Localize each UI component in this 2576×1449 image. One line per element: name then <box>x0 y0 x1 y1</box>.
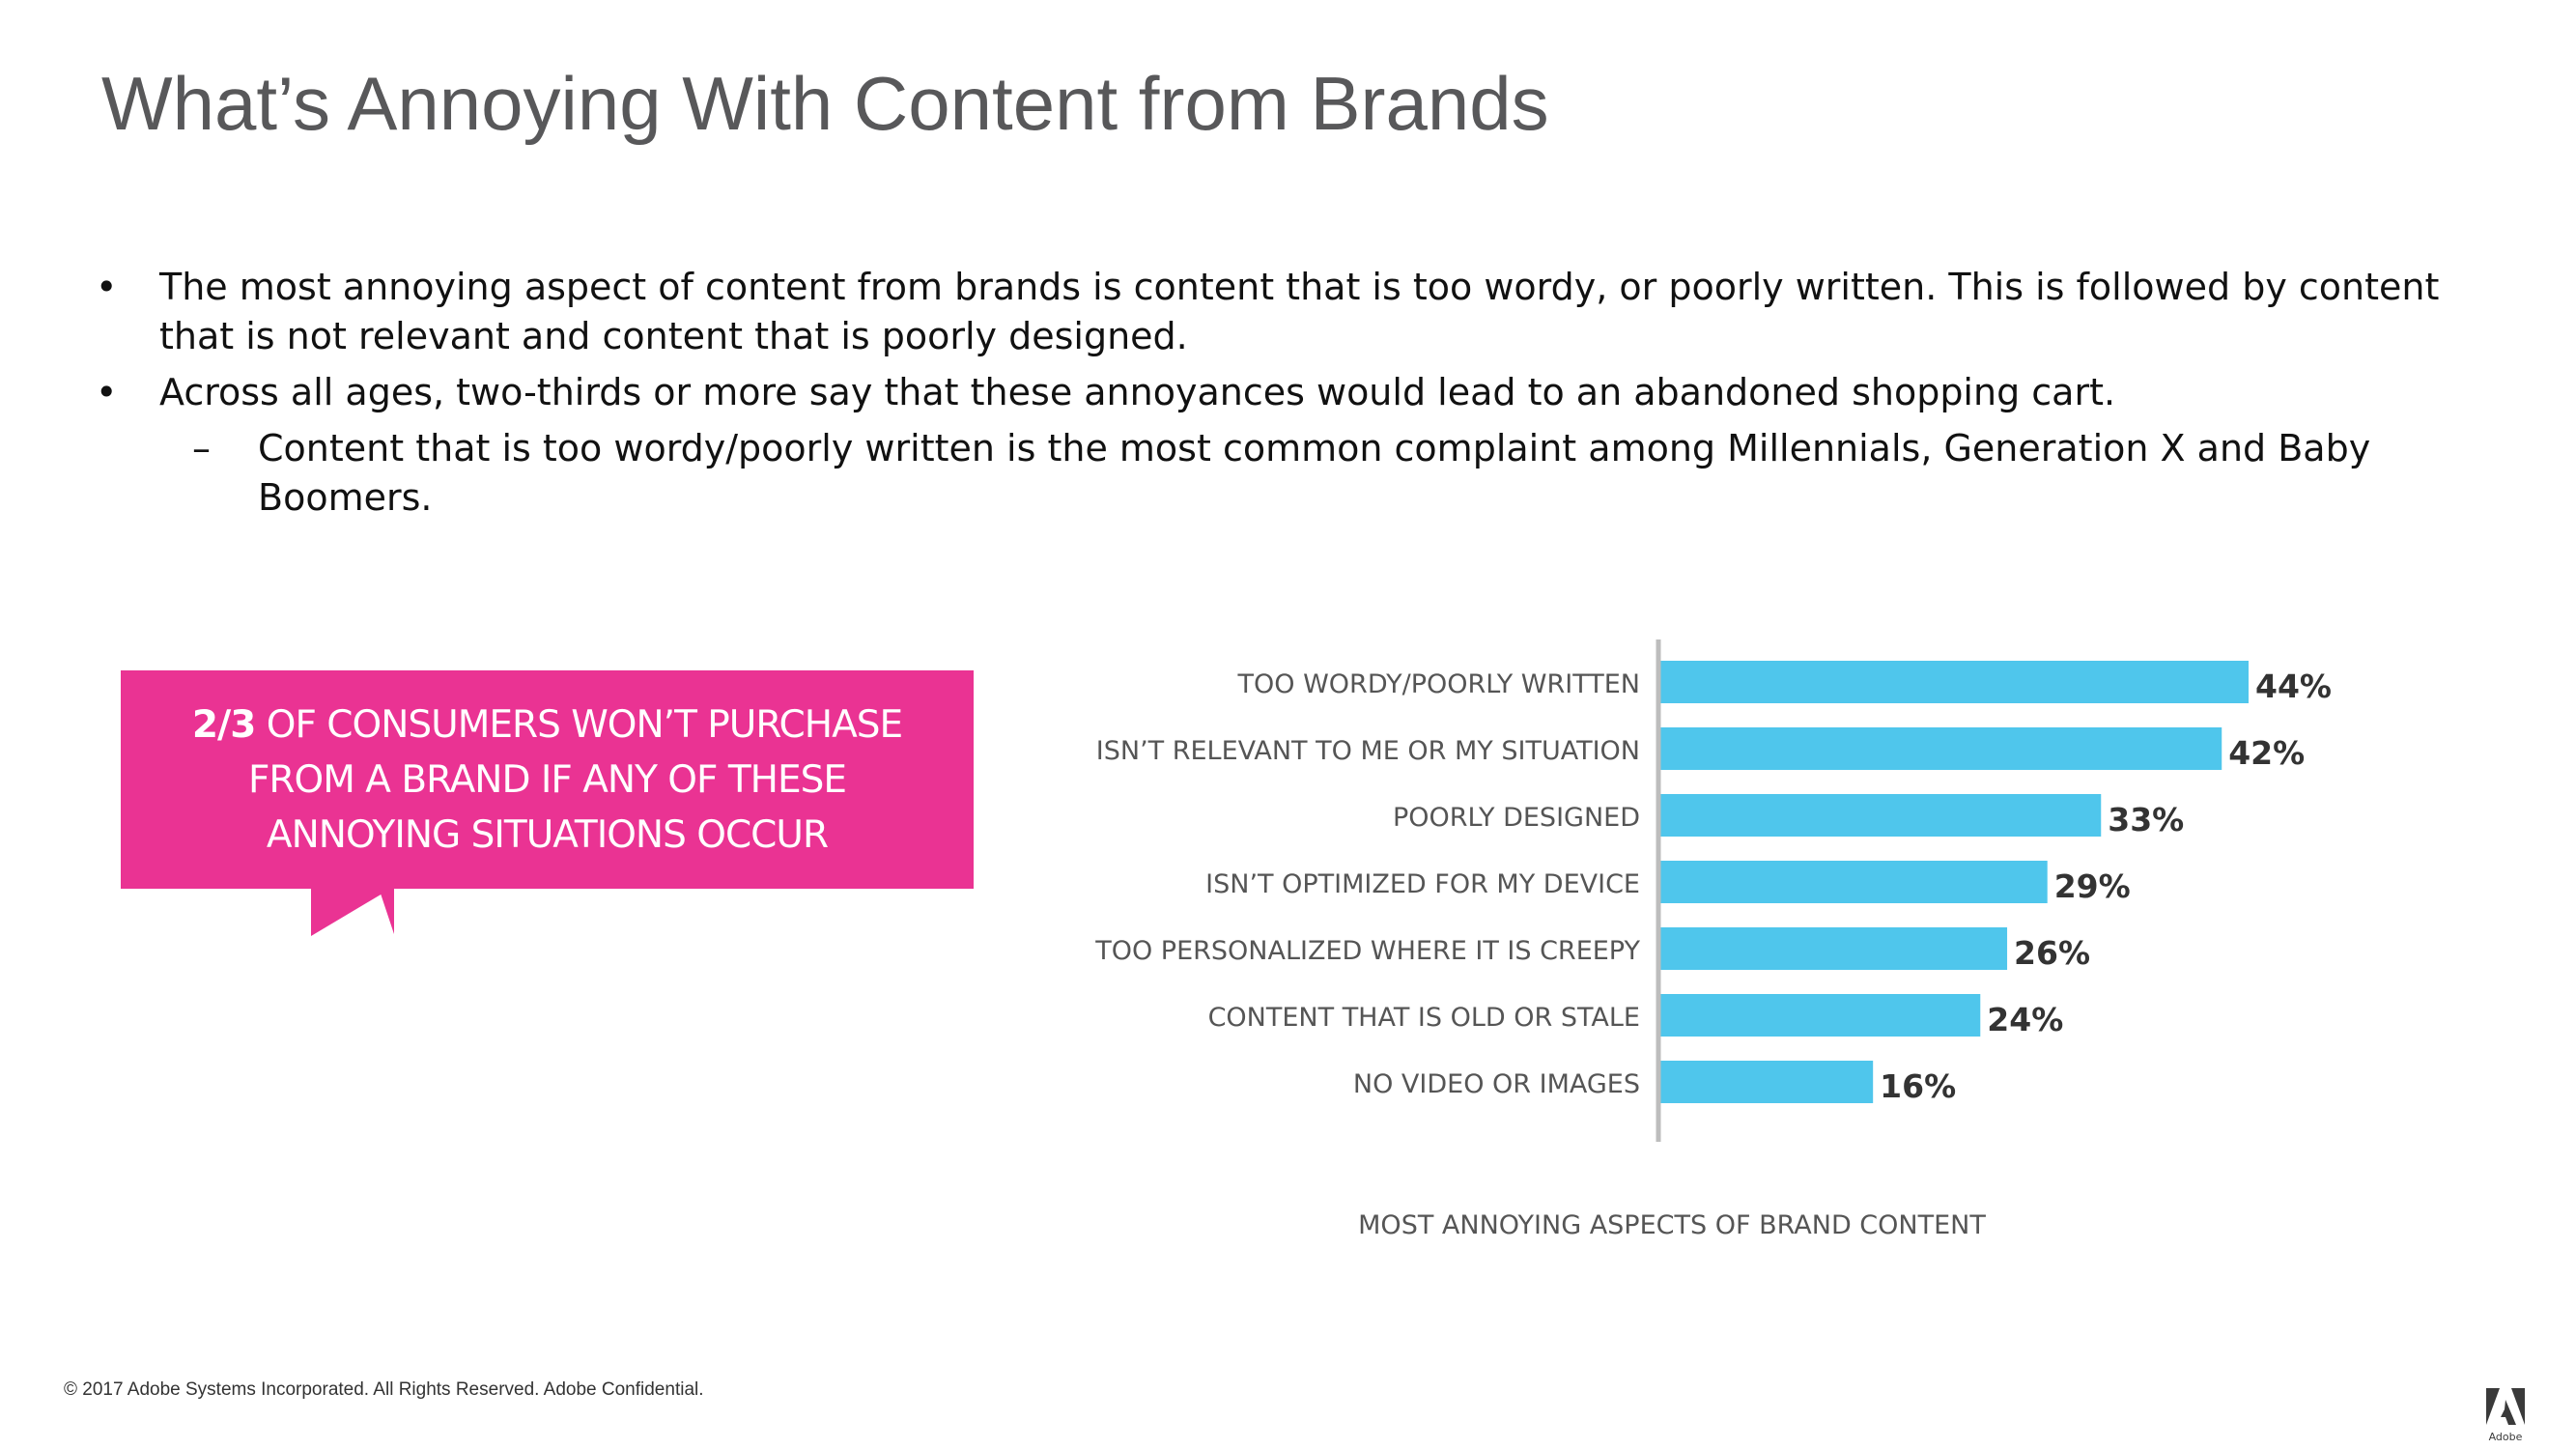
slide-title: What’s Annoying With Content from Brands <box>101 61 1549 146</box>
bar <box>1658 994 1981 1037</box>
value-label: 16% <box>1880 1067 1956 1105</box>
sub-bullet-text: Content that is too wordy/poorly written… <box>258 427 2371 519</box>
bullet-marker: • <box>96 371 118 413</box>
bullet-item: • Across all ages, two-thirds or more sa… <box>92 368 2468 417</box>
value-label: 33% <box>2108 801 2184 838</box>
callout-body: OF CONSUMERS WON’T PURCHASE FROM A BRAND… <box>247 702 903 857</box>
sub-bullet-marker: – <box>192 427 211 469</box>
bullet-text: The most annoying aspect of content from… <box>159 266 2440 357</box>
bar <box>1658 861 2048 903</box>
bullet-item: • The most annoying aspect of content fr… <box>92 263 2468 361</box>
callout-tail-edge <box>379 888 394 934</box>
value-label: 29% <box>2054 867 2131 905</box>
bullet-marker: • <box>96 266 118 308</box>
value-label: 24% <box>1987 1001 2063 1038</box>
category-label: POORLY DESIGNED <box>1393 803 1640 833</box>
category-label: ISN’T OPTIMIZED FOR MY DEVICE <box>1205 869 1640 899</box>
callout-highlight: 2/3 <box>191 702 257 747</box>
category-label: CONTENT THAT IS OLD OR STALE <box>1208 1003 1640 1033</box>
sub-bullet-item: – Content that is too wordy/poorly writt… <box>92 424 2468 523</box>
bullet-text: Across all ages, two-thirds or more say … <box>159 371 2116 413</box>
callout-box: 2/3 OF CONSUMERS WON’T PURCHASE FROM A B… <box>121 670 974 889</box>
adobe-wordmark: Adobe <box>2489 1431 2523 1442</box>
category-label: ISN’T RELEVANT TO ME OR MY SITUATION <box>1096 736 1640 766</box>
category-label: NO VIDEO OR IMAGES <box>1353 1069 1640 1099</box>
bullet-list: • The most annoying aspect of content fr… <box>92 263 2468 529</box>
adobe-logo-icon: Adobe <box>2486 1388 2525 1442</box>
x-axis-title: MOST ANNOYING ASPECTS OF BRAND CONTENT <box>1358 1210 1986 1240</box>
value-label: 42% <box>2228 734 2305 772</box>
bar <box>1658 727 2222 770</box>
footer-copyright: © 2017 Adobe Systems Incorporated. All R… <box>64 1379 704 1400</box>
category-label: TOO WORDY/POORLY WRITTEN <box>1237 669 1640 699</box>
value-label: 26% <box>2014 934 2090 972</box>
bar <box>1658 794 2102 837</box>
bar <box>1658 661 2249 703</box>
value-label: 44% <box>2255 668 2332 705</box>
callout-text: 2/3 OF CONSUMERS WON’T PURCHASE FROM A B… <box>152 697 944 863</box>
bar <box>1658 1061 1874 1103</box>
bar-chart: TOO WORDY/POORLY WRITTEN 44% ISN’T RELEVAN… <box>1094 639 2332 1240</box>
bar <box>1658 927 2008 970</box>
category-label: TOO PERSONALIZED WHERE IT IS CREEPY <box>1094 936 1640 966</box>
